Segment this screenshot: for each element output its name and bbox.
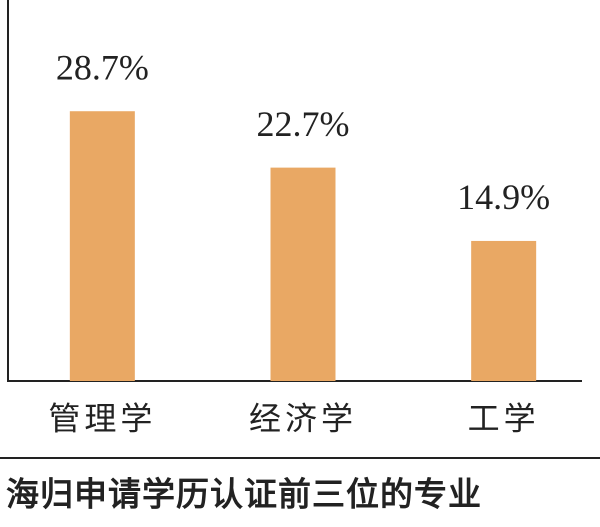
- bar: [69, 111, 135, 381]
- x-tick-label: 工学: [468, 400, 540, 438]
- x-tick-label: 管理学: [48, 400, 156, 438]
- value-label: 28.7%: [56, 47, 149, 87]
- bar: [471, 240, 537, 381]
- bar: [270, 167, 336, 381]
- x-tick-label: 经济学: [249, 400, 357, 438]
- chart-title: 海归申请学历认证前三位的专业: [6, 475, 482, 514]
- value-label: 14.9%: [457, 177, 550, 217]
- value-label: 22.7%: [257, 104, 350, 144]
